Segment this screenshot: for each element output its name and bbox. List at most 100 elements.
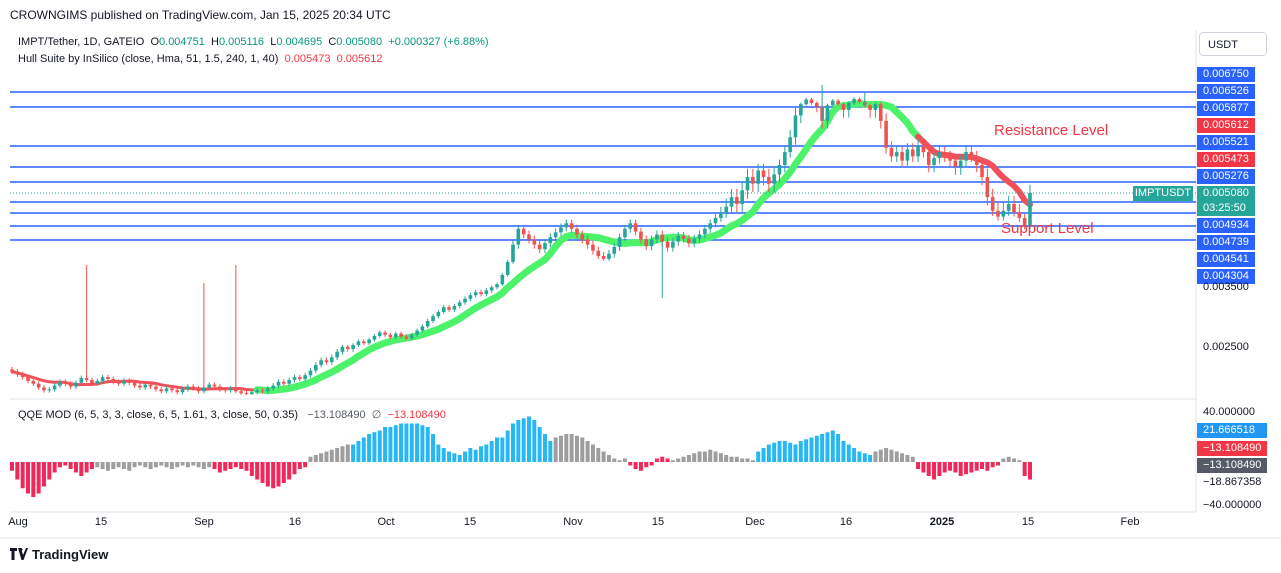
qqe-bar [121, 462, 126, 469]
candle-body [484, 290, 489, 294]
candle-body [212, 384, 217, 387]
candle-body [340, 346, 345, 352]
candle-body [495, 284, 499, 288]
candle-body [937, 152, 942, 159]
candle-body [202, 387, 206, 392]
qqe-bar [265, 462, 270, 487]
candle-body [857, 99, 862, 102]
qqe-bar [574, 435, 579, 462]
tradingview-logo[interactable]: TradingView [10, 547, 108, 562]
candle-body [777, 164, 782, 175]
candle-body [276, 381, 281, 386]
candle-body [687, 238, 691, 244]
qqe-bar [681, 456, 686, 462]
candle-body [175, 390, 180, 393]
candle-body [559, 227, 563, 233]
qqe-bar [180, 462, 185, 466]
candle-body [505, 261, 510, 275]
tradingview-logo-icon [10, 548, 28, 560]
candle-body [26, 377, 30, 381]
candle-body [170, 388, 174, 391]
candle-body [255, 390, 259, 393]
candle-body [335, 351, 339, 358]
candle-body [1001, 210, 1006, 217]
change-value: +0.000327 (+6.88%) [388, 36, 489, 48]
candle-body [735, 197, 739, 204]
time-axis-label: Aug [8, 516, 28, 528]
qqe-bar [521, 418, 526, 462]
qqe-bar [447, 451, 452, 462]
qqe-value-tag: −13.108490 [1197, 441, 1267, 456]
qqe-bar [948, 462, 953, 471]
qqe-bar [153, 462, 158, 468]
candle-body [388, 334, 393, 338]
qqe-bar [207, 462, 212, 468]
candle-body [239, 391, 243, 394]
candle-body [36, 383, 41, 388]
qqe-bar [228, 462, 233, 469]
qqe-bar [356, 441, 361, 462]
qqe-bar [1012, 458, 1017, 462]
candle-body [164, 388, 169, 392]
qqe-bar [761, 448, 766, 462]
qqe-bar [686, 455, 691, 462]
qqe-axis-tick: −18.867358 [1203, 476, 1262, 488]
qqe-bar [1017, 460, 1022, 462]
qqe-bar [452, 453, 457, 462]
candle-body [660, 234, 665, 242]
candle-body [809, 99, 814, 104]
candle-body [580, 234, 585, 240]
qqe-bar [846, 444, 851, 462]
candle-body [58, 381, 62, 386]
candle-body [15, 371, 20, 375]
candle-body [148, 384, 153, 387]
qqe-bar [244, 462, 249, 471]
qqe-value-tag: −13.108490 [1197, 458, 1267, 473]
time-axis-label: 15 [94, 516, 108, 528]
candle-body [303, 375, 307, 380]
candle-body [958, 160, 963, 167]
qqe-bar [777, 441, 782, 462]
candle-body [868, 105, 872, 110]
candle-body [511, 244, 515, 262]
candles [10, 85, 1032, 395]
qqe-bar [420, 425, 425, 462]
qqe-bar [585, 441, 590, 462]
candle-body [516, 228, 521, 245]
qqe-bar [377, 430, 382, 462]
candle-body [127, 380, 132, 383]
candle-body [894, 152, 899, 157]
candle-body [420, 326, 425, 331]
qqe-bar [718, 453, 723, 462]
candle-body [351, 345, 355, 349]
candle-body [703, 228, 707, 235]
candle-body [356, 341, 361, 345]
qqe-bar [431, 434, 436, 462]
qqe-bar [692, 453, 697, 462]
qqe-bar [884, 448, 889, 462]
candle-body [10, 369, 14, 372]
candle-body [191, 386, 196, 389]
qqe-bar [201, 462, 206, 469]
qqe-bar [281, 462, 286, 483]
qqe-bar [532, 420, 537, 462]
candle-body [473, 292, 478, 296]
qqe-bar [511, 423, 516, 462]
currency-selector[interactable]: USDT [1199, 32, 1267, 56]
candle-body [846, 103, 851, 110]
qqe-bar [10, 462, 14, 471]
candle-body [713, 217, 718, 224]
candle-body [436, 312, 441, 317]
candle-body [196, 388, 201, 392]
candle-body [74, 382, 78, 387]
qqe-bar [708, 449, 713, 462]
open-label: O [150, 36, 160, 48]
candle-body [372, 336, 377, 340]
candle-body [767, 177, 771, 184]
qqe-bar [239, 462, 244, 469]
qqe-bar [926, 462, 931, 476]
candle-body [415, 330, 419, 335]
qqe-bar [825, 432, 830, 462]
qqe-bar [41, 462, 46, 487]
